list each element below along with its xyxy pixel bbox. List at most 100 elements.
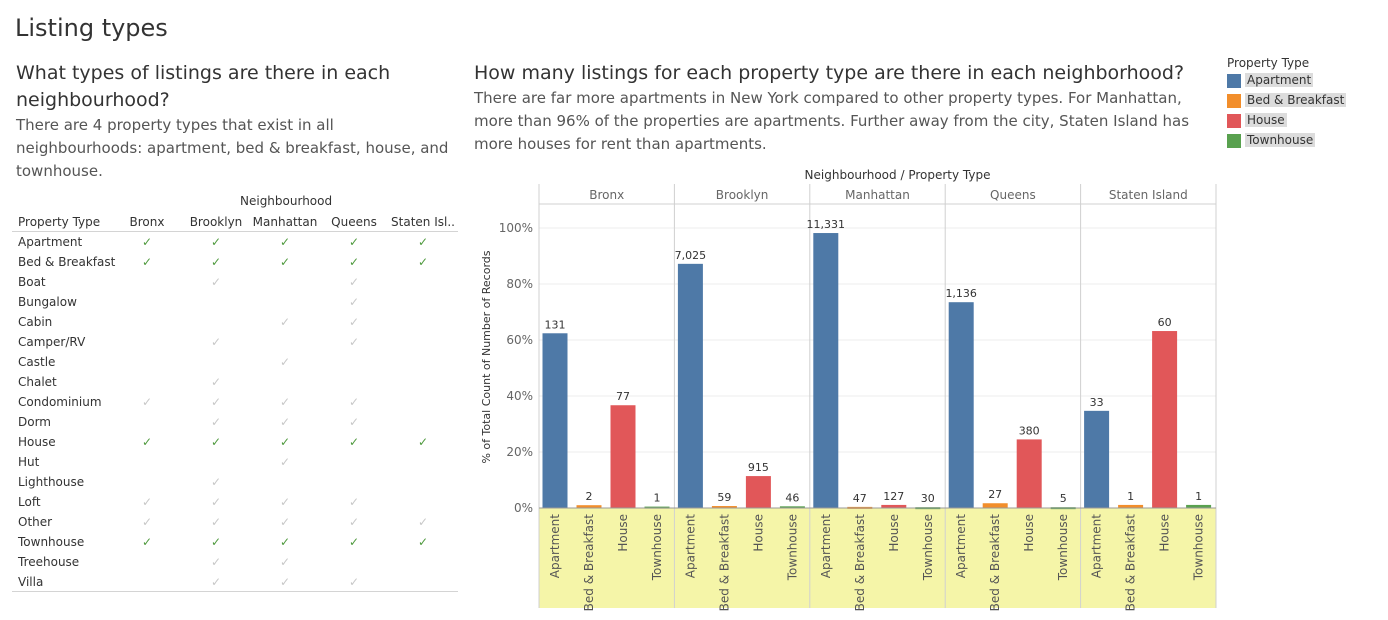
y-tick-label: 100% xyxy=(499,221,533,235)
x-tick-label: House xyxy=(751,514,765,552)
data-label: 1 xyxy=(1195,490,1202,503)
check-icon: ✓ xyxy=(417,515,429,529)
table-row-label: Apartment xyxy=(18,235,83,249)
x-tick-label: House xyxy=(1158,514,1172,552)
check-icon: ✓ xyxy=(279,555,291,569)
bar xyxy=(1186,504,1212,508)
check-icon: ✓ xyxy=(210,375,222,389)
x-axis-band xyxy=(539,508,1216,608)
table-column-header: Manhattan xyxy=(252,215,318,229)
data-label: 1 xyxy=(1127,490,1134,503)
y-tick-label: 20% xyxy=(506,445,533,459)
table-row-label: Townhouse xyxy=(18,535,85,549)
y-tick-label: 60% xyxy=(506,333,533,347)
check-icon: ✓ xyxy=(279,355,291,369)
table-row-label: House xyxy=(18,435,56,449)
y-axis-label: % of Total Count of Number of Records xyxy=(480,250,493,463)
check-icon: ✓ xyxy=(348,315,360,329)
bar xyxy=(610,405,636,508)
data-label: 7,025 xyxy=(675,249,707,262)
check-icon: ✓ xyxy=(348,515,360,529)
legend-label: House xyxy=(1245,113,1287,127)
data-label: 59 xyxy=(717,491,731,504)
check-icon: ✓ xyxy=(210,475,222,489)
legend-title: Property Type xyxy=(1227,56,1310,70)
right-section-title: How many listings for each property type… xyxy=(474,62,1185,84)
data-label: 47 xyxy=(853,492,867,505)
legend-swatch xyxy=(1227,134,1241,148)
check-icon: ✓ xyxy=(210,235,222,249)
data-label: 127 xyxy=(883,490,904,503)
legend-item[interactable]: House xyxy=(1227,111,1367,131)
table-row-label: Boat xyxy=(18,275,46,289)
table-header-divider xyxy=(12,231,458,232)
x-tick-label: House xyxy=(1022,514,1036,552)
check-icon: ✓ xyxy=(417,255,429,269)
bar xyxy=(1084,410,1110,508)
x-tick-label: Apartment xyxy=(548,514,562,578)
check-icon: ✓ xyxy=(210,415,222,429)
table-row-label: Other xyxy=(18,515,53,529)
legend-item[interactable]: Townhouse xyxy=(1227,131,1367,151)
data-label: 30 xyxy=(921,492,935,505)
check-icon: ✓ xyxy=(141,495,153,509)
check-icon: ✓ xyxy=(348,335,360,349)
check-icon: ✓ xyxy=(279,395,291,409)
x-tick-label: Apartment xyxy=(819,514,833,578)
data-label: 131 xyxy=(545,318,566,331)
check-icon: ✓ xyxy=(141,255,153,269)
left-section-title: What types of listings are there in each… xyxy=(16,62,391,111)
bar xyxy=(576,505,602,508)
bar xyxy=(745,476,771,508)
table-column-header: Brooklyn xyxy=(189,215,243,229)
bar xyxy=(779,506,805,509)
check-icon: ✓ xyxy=(279,255,291,269)
check-icon: ✓ xyxy=(417,435,429,449)
check-icon: ✓ xyxy=(279,535,291,549)
table-column-header: Queens xyxy=(331,215,377,229)
check-icon: ✓ xyxy=(348,255,360,269)
check-icon: ✓ xyxy=(210,275,222,289)
table-row-label: Condominium xyxy=(18,395,102,409)
table-row-label: Castle xyxy=(18,355,56,369)
table-row-label: Chalet xyxy=(18,375,57,389)
x-tick-label: Bed & Breakfast xyxy=(1124,514,1138,612)
table-row-label: Bed & Breakfast xyxy=(18,255,116,269)
bar xyxy=(881,504,907,508)
check-icon: ✓ xyxy=(210,575,222,589)
bar xyxy=(982,503,1008,508)
check-icon: ✓ xyxy=(141,395,153,409)
x-tick-label: Apartment xyxy=(954,514,968,578)
table-column-header: Staten Isl.. xyxy=(391,215,455,229)
table-row-label: Bungalow xyxy=(18,295,77,309)
data-label: 33 xyxy=(1090,396,1104,409)
bar xyxy=(542,333,568,508)
legend-item[interactable]: Bed & Breakfast xyxy=(1227,91,1367,111)
bar xyxy=(813,233,839,509)
panel-header: Bronx xyxy=(589,188,624,202)
x-tick-label: Townhouse xyxy=(650,514,664,581)
panel-header: Manhattan xyxy=(845,188,910,202)
table-group-header: Neighbourhood xyxy=(240,194,333,208)
legend-swatch xyxy=(1227,114,1241,128)
table-row-label: Camper/RV xyxy=(18,335,86,349)
legend-label: Bed & Breakfast xyxy=(1245,93,1347,107)
bar xyxy=(948,302,974,508)
legend-swatch xyxy=(1227,74,1241,88)
check-icon: ✓ xyxy=(210,395,222,409)
check-icon: ✓ xyxy=(348,275,360,289)
check-icon: ✓ xyxy=(417,535,429,549)
check-icon: ✓ xyxy=(279,235,291,249)
x-tick-label: House xyxy=(887,514,901,552)
table-row-label: Treehouse xyxy=(18,555,80,569)
check-icon: ✓ xyxy=(141,235,153,249)
table-bottom-divider xyxy=(12,591,458,592)
legend-item[interactable]: Apartment xyxy=(1227,71,1367,91)
check-icon: ✓ xyxy=(348,575,360,589)
bar xyxy=(711,506,737,509)
table-row-label: Cabin xyxy=(18,315,53,329)
right-section-description: There are far more apartments in New Yor… xyxy=(474,89,1190,153)
data-label: 60 xyxy=(1158,316,1172,329)
check-icon: ✓ xyxy=(348,235,360,249)
